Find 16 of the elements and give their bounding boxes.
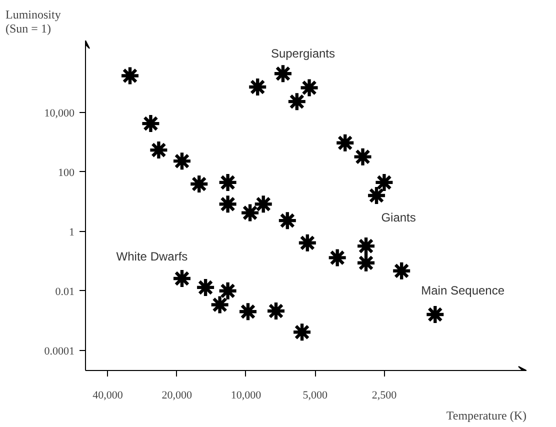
x-tick-label: 10,000 xyxy=(230,390,262,402)
series-label: White Dwarfs xyxy=(116,249,188,264)
x-tick-label: 5,000 xyxy=(302,390,328,402)
y-tick-label: 1 xyxy=(69,226,74,238)
y-axis-title: Luminosity (Sun = 1) xyxy=(6,8,61,36)
series-label: Giants xyxy=(381,210,416,225)
y-tick-label: 100 xyxy=(58,166,75,179)
y-tick-label: 0.01 xyxy=(55,286,74,298)
y-tick-label: 10,000 xyxy=(44,107,75,120)
series-label: Supergiants xyxy=(270,46,335,61)
y-tick-label: 0.0001 xyxy=(44,345,74,358)
x-axis-title: Temperature (K) xyxy=(446,408,527,422)
x-tick-label: 40,000 xyxy=(92,390,124,402)
series-label: Main Sequence xyxy=(421,284,505,298)
x-tick-label: 2,500 xyxy=(372,390,398,402)
x-tick-label: 20,000 xyxy=(162,390,192,402)
